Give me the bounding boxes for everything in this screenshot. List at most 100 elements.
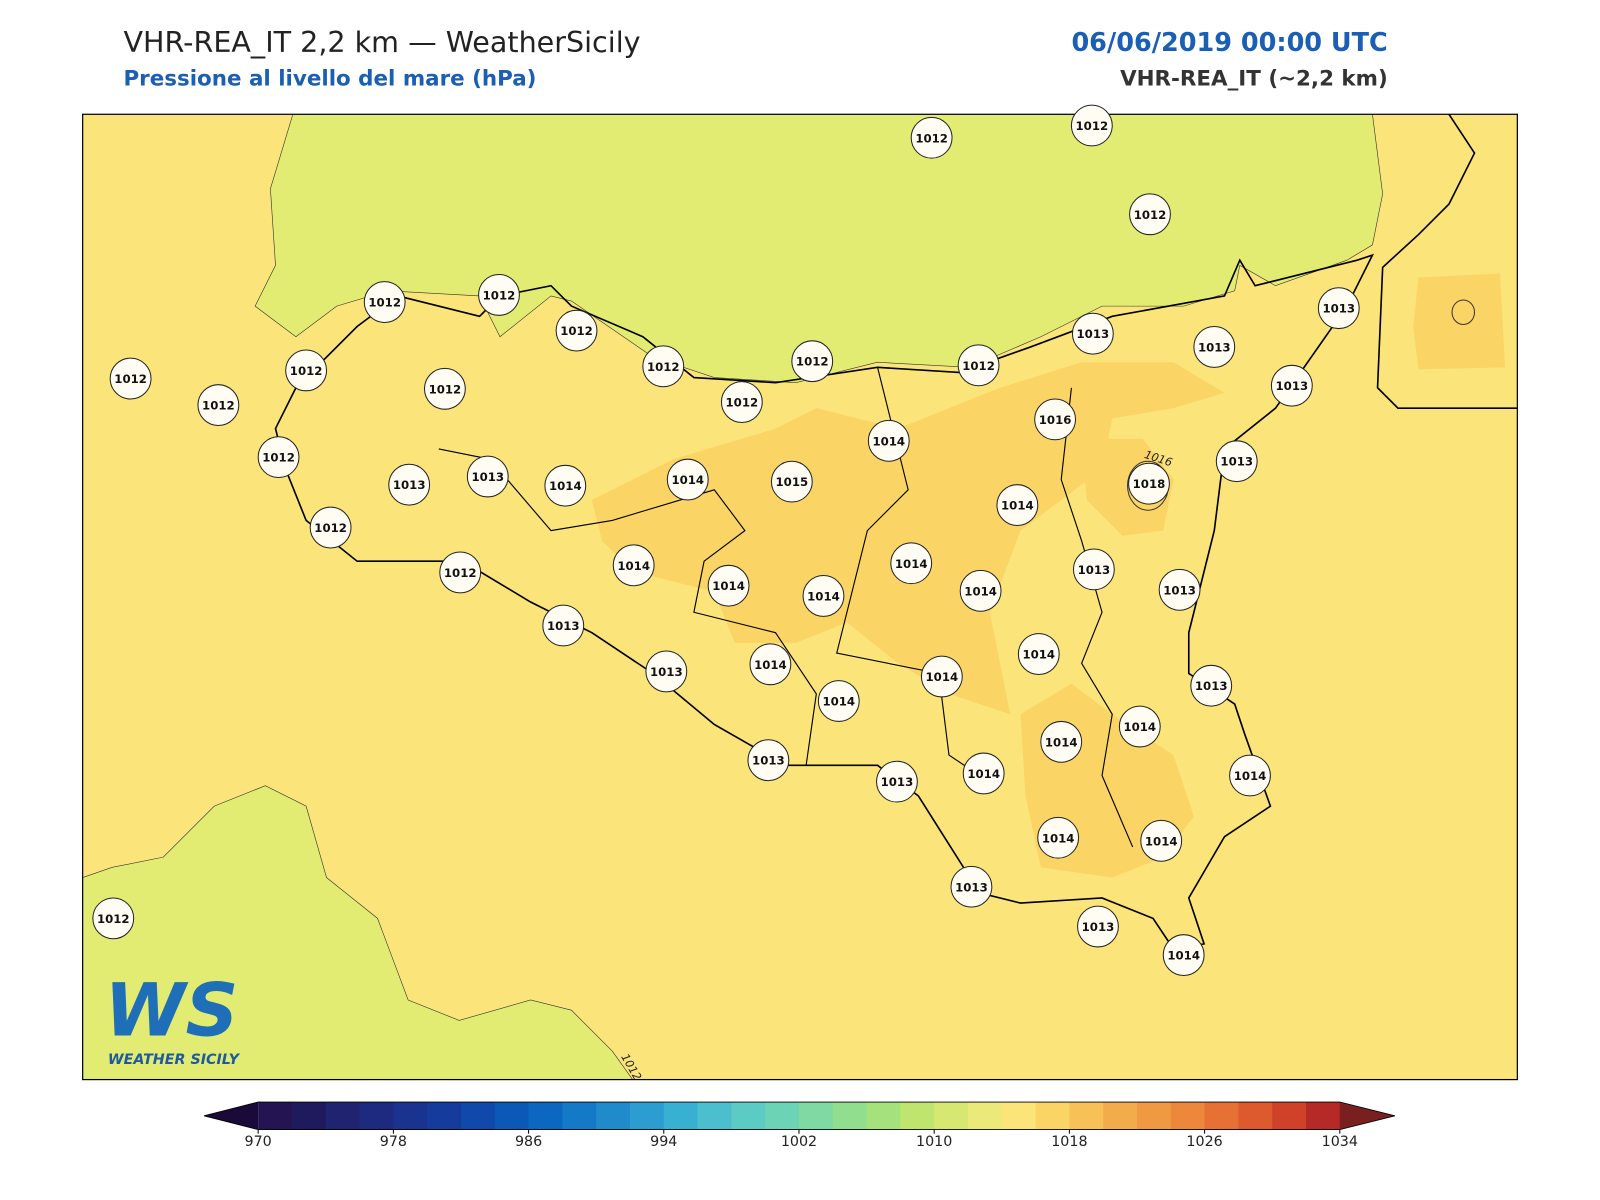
station-marker [285, 349, 328, 392]
station-marker [1129, 193, 1171, 236]
station-marker [92, 897, 135, 940]
colorbar-bin [1238, 1102, 1273, 1130]
colorbar-bin [866, 1102, 901, 1130]
station-value: 1014 [671, 473, 704, 487]
station-value: 1013 [1220, 455, 1253, 469]
colorbar-bin [494, 1102, 530, 1130]
map-frame [82, 113, 1518, 1081]
station-marker [1317, 287, 1360, 330]
station-marker [720, 381, 763, 423]
coastline [1376, 114, 1518, 409]
colorbar-bin [934, 1102, 969, 1130]
colorbar-bin [562, 1102, 597, 1130]
colorbar-bin [460, 1102, 496, 1130]
station-marker [666, 458, 709, 501]
colorbar-tick-label: 1010 [916, 1134, 952, 1150]
colorbar-tick-label: 1002 [781, 1134, 817, 1150]
station-marker [1128, 462, 1170, 505]
colorbar-bin [325, 1102, 361, 1130]
station-marker [1158, 568, 1201, 611]
colorbar-bin [291, 1102, 327, 1130]
station-marker [791, 340, 834, 383]
station-value: 1012 [483, 288, 516, 302]
station-marker [363, 281, 406, 323]
pressure-area-low [82, 785, 634, 1080]
station-value: 1015 [776, 475, 809, 489]
province-border [438, 367, 1134, 848]
station-marker [1037, 816, 1080, 859]
title: VHR-REA_IT 2,2 km — WeatherSicily [123, 25, 640, 59]
colorbar-bin [427, 1102, 462, 1130]
station-marker [309, 506, 352, 549]
station-marker [645, 650, 688, 693]
logo-initials: WS [104, 968, 238, 1053]
model-label: VHR-REA_IT (~2,2 km) [1120, 67, 1388, 92]
station-marker [962, 752, 1005, 795]
station-value: 1016 [1039, 413, 1072, 427]
station-value: 1013 [1078, 563, 1111, 577]
station-marker [802, 575, 845, 617]
station-value: 1012 [429, 382, 462, 396]
station-value: 1014 [967, 767, 1000, 781]
station-value: 1012 [202, 399, 235, 413]
station-marker [257, 436, 300, 479]
station-marker [423, 367, 466, 410]
map: 1016 1012 [82, 114, 1518, 1080]
station-value: 1014 [1167, 949, 1200, 963]
station-marker [388, 463, 431, 506]
station-value: 1012 [314, 521, 347, 535]
station-value: 1012 [262, 451, 295, 465]
colorbar-bin [1103, 1102, 1138, 1130]
station-value: 1014 [1042, 831, 1075, 845]
colorbar-bin [1170, 1102, 1206, 1130]
station-marker [1040, 720, 1083, 763]
station-value: 1013 [955, 880, 988, 894]
colorbar-bin [1069, 1102, 1104, 1130]
station-marker [876, 760, 918, 803]
station-value: 1012 [290, 364, 323, 378]
station-value: 1013 [1276, 379, 1309, 393]
station-marker [109, 357, 152, 400]
station-value: 1014 [807, 589, 840, 603]
station-value: 1012 [962, 359, 995, 373]
colorbar-bin [765, 1102, 800, 1130]
station-value: 1014 [617, 559, 650, 573]
colorbar-bin [1136, 1102, 1172, 1130]
colorbar-bin [528, 1102, 563, 1130]
station-marker [1270, 364, 1313, 407]
colorbar-tick-label: 1034 [1322, 1134, 1358, 1150]
pressure-area-high [1413, 273, 1506, 370]
station-marker [747, 739, 790, 782]
colorbar-bin [663, 1102, 699, 1130]
logo: WS WEATHER SICILY [104, 968, 240, 1068]
station-value: 1013 [1195, 679, 1228, 693]
station-marker [612, 544, 655, 587]
isobar [1451, 299, 1475, 325]
colorbar-bin [1035, 1102, 1070, 1130]
station-marker [770, 460, 813, 503]
station-marker [1229, 754, 1271, 797]
station-marker [1072, 548, 1115, 591]
station-value: 1012 [726, 396, 759, 410]
colorbar-bin [900, 1102, 935, 1130]
station-marker [439, 551, 482, 594]
colorbar-bin [731, 1102, 766, 1130]
colorbar-bin [967, 1102, 1003, 1130]
station-value: 1012 [647, 360, 680, 374]
station-marker [1193, 326, 1236, 368]
colorbar-tick-label: 994 [650, 1134, 677, 1150]
colorbar-bin [832, 1102, 868, 1130]
station-value: 1012 [1134, 208, 1167, 222]
station-marker [197, 384, 240, 427]
station-marker [642, 345, 685, 388]
station-value: 1013 [547, 619, 580, 633]
station-value: 1013 [1163, 583, 1196, 597]
station-value: 1013 [1198, 340, 1231, 354]
station-marker [1140, 819, 1183, 862]
station-marker [957, 344, 1000, 387]
colorbar-extend-under [204, 1102, 259, 1130]
station-value: 1012 [1076, 119, 1109, 133]
station-value: 1018 [1133, 477, 1166, 491]
station-value: 1013 [650, 665, 683, 679]
station-value: 1014 [1123, 720, 1156, 734]
